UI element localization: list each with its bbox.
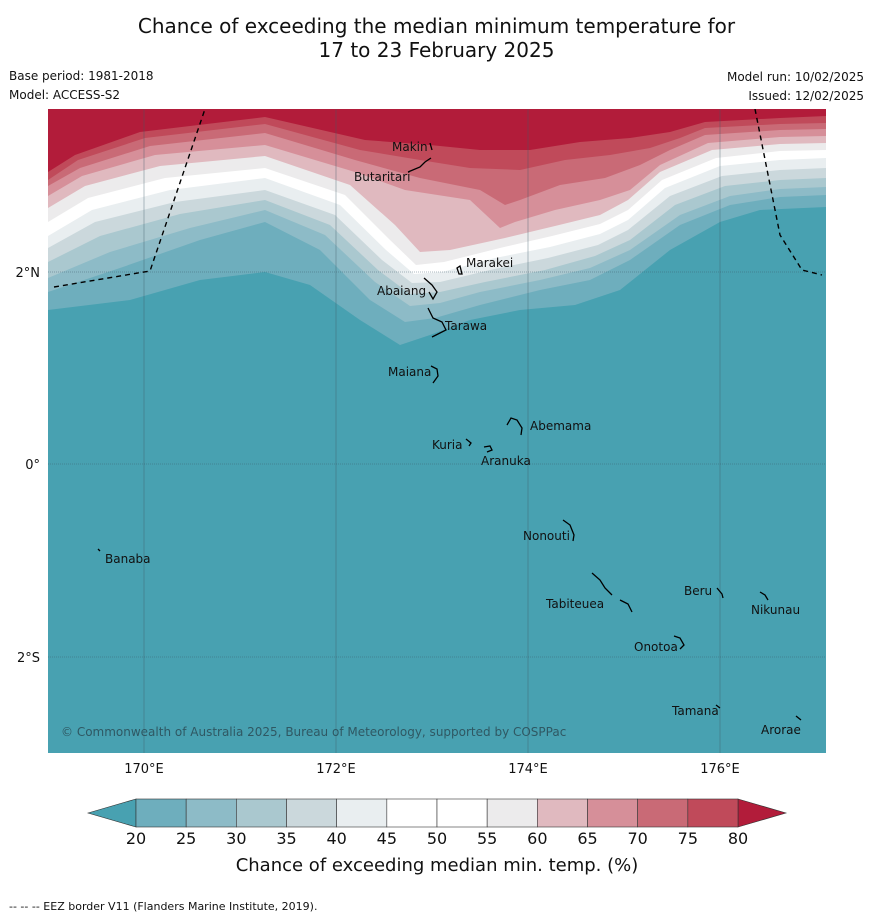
- islands: [97, 142, 802, 721]
- x-tick-176e: 176°E: [700, 762, 740, 777]
- colorbar-tick-label: 80: [728, 829, 748, 848]
- label-aranuka: Aranuka: [481, 454, 531, 468]
- island-banaba: [97, 548, 101, 552]
- label-marakei: Marakei: [466, 256, 513, 270]
- colorbar-cells: [135, 798, 739, 828]
- island-kuria: [465, 438, 472, 447]
- island-abaiang: [423, 277, 438, 301]
- label-kuria: Kuria: [432, 438, 463, 452]
- island-aranuka: [483, 445, 493, 453]
- island-beru: [716, 587, 724, 599]
- eez-border-east: [754, 109, 823, 276]
- colorbar: 20 25 30 35 40 45 50 55 60 65 70 75 80 Chance of exc…: [86, 798, 788, 876]
- colorbar-tick-label: 55: [477, 829, 497, 848]
- colorbar-cell: [637, 798, 689, 828]
- eez-footnote: -- -- -- EEZ border V11 (Flanders Marine…: [9, 900, 318, 913]
- colorbar-cell: [386, 798, 438, 828]
- label-tamana: Tamana: [671, 704, 719, 718]
- x-axis-labels: 170°E 172°E 174°E 176°E: [124, 762, 740, 777]
- colorbar-tick-label: 35: [276, 829, 296, 848]
- label-abemama: Abemama: [530, 419, 591, 433]
- colorbar-tick-label: 45: [377, 829, 397, 848]
- label-arorae: Arorae: [761, 723, 801, 737]
- x-tick-170e: 170°E: [124, 762, 164, 777]
- island-abemama: [506, 417, 523, 436]
- island-makin: [429, 142, 433, 151]
- colorbar-tick-label: 50: [427, 829, 447, 848]
- model-run: Model run: 10/02/2025: [726, 70, 864, 84]
- eez-border-west: [53, 109, 206, 288]
- place-labels: Makin Butaritari Marakei Abaiang Tarawa …: [105, 140, 801, 737]
- label-beru: Beru: [684, 584, 712, 598]
- colorbar-tick-label: 65: [577, 829, 597, 848]
- colorbar-cell: [336, 798, 388, 828]
- colorbar-tick-label: 40: [326, 829, 346, 848]
- label-tabiteuea: Tabiteuea: [545, 597, 604, 611]
- colorbar-cell: [436, 798, 488, 828]
- y-tick-2s: 2°S: [17, 651, 40, 666]
- label-makin: Makin: [392, 140, 428, 154]
- island-maiana: [430, 365, 439, 384]
- colorbar-cell: [236, 798, 287, 828]
- label-butaritari: Butaritari: [354, 170, 411, 184]
- colorbar-title: Chance of exceeding median min. temp. (%…: [236, 855, 639, 876]
- colorbar-tick-label: 60: [527, 829, 547, 848]
- title-line-1: Chance of exceeding the median minimum t…: [137, 14, 736, 38]
- label-onotoa: Onotoa: [634, 640, 678, 654]
- issued-date: Issued: 12/02/2025: [748, 89, 864, 103]
- model-name: Model: ACCESS-S2: [9, 88, 121, 102]
- title-line-2: 17 to 23 February 2025: [318, 38, 555, 62]
- colorbar-cell: [185, 798, 237, 828]
- base-period: Base period: 1981-2018: [9, 69, 154, 83]
- y-tick-equator: 0°: [25, 458, 40, 473]
- probability-field: Makin Butaritari Marakei Abaiang Tarawa …: [48, 109, 826, 753]
- label-tarawa: Tarawa: [444, 319, 487, 333]
- label-abaiang: Abaiang: [377, 284, 426, 298]
- colorbar-tick-labels: 20 25 30 35 40 45 50 55 60 65 70 75 80: [126, 829, 748, 848]
- colorbar-cell: [135, 798, 187, 828]
- island-nonouti: [562, 519, 575, 542]
- island-nikunau: [759, 591, 769, 601]
- island-marakei: [456, 264, 463, 275]
- island-onotoa: [673, 635, 685, 650]
- colorbar-low-arrow: [86, 798, 137, 828]
- x-tick-172e: 172°E: [316, 762, 356, 777]
- label-maiana: Maiana: [388, 365, 431, 379]
- label-nonouti: Nonouti: [523, 529, 570, 543]
- island-tamana: [715, 704, 721, 709]
- colorbar-cell: [286, 798, 337, 828]
- colorbar-cell: [687, 798, 739, 828]
- colorbar-cell: [486, 798, 538, 828]
- island-arorae: [795, 715, 802, 721]
- colorbar-cell: [587, 798, 638, 828]
- y-axis-labels: 2°N 0° 2°S: [16, 266, 41, 666]
- x-tick-174e: 174°E: [508, 762, 548, 777]
- colorbar-tick-label: 75: [678, 829, 698, 848]
- band-above-80: [48, 109, 826, 172]
- colorbar-cell: [537, 798, 588, 828]
- label-banaba: Banaba: [105, 552, 151, 566]
- colorbar-tick-label: 25: [176, 829, 196, 848]
- label-nikunau: Nikunau: [751, 603, 800, 617]
- colorbar-high-arrow: [737, 798, 788, 828]
- y-tick-2n: 2°N: [16, 266, 41, 281]
- island-tabiteuea: [591, 572, 633, 613]
- colorbar-tick-label: 20: [126, 829, 146, 848]
- copyright-notice: © Commonwealth of Australia 2025, Bureau…: [61, 725, 566, 739]
- eez-border: [53, 109, 823, 288]
- island-butaritari: [407, 157, 432, 173]
- colorbar-tick-label: 30: [226, 829, 246, 848]
- colorbar-tick-label: 70: [627, 829, 647, 848]
- graticule: [48, 109, 826, 753]
- island-tarawa: [427, 307, 447, 338]
